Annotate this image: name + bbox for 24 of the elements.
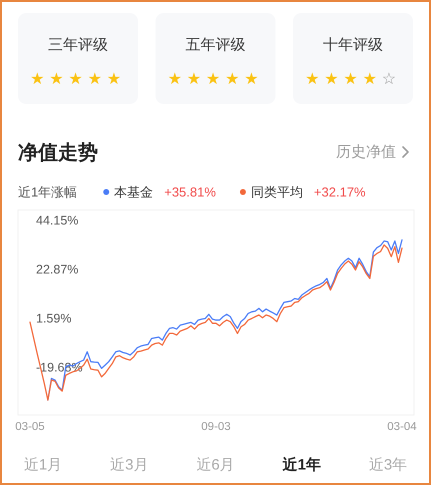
text: ★★★★☆ xyxy=(305,68,401,88)
category-label: 近1年 xyxy=(282,456,321,474)
category-label: 近3年 xyxy=(368,456,408,474)
text: +35.81% xyxy=(164,184,216,200)
legend-label: 本基金 xyxy=(114,184,154,200)
legend-title: 近1年涨幅 xyxy=(18,184,78,200)
y-tick-label: 44.15% xyxy=(36,214,78,228)
x-tick-label: 03-04 xyxy=(387,421,418,433)
category-label: 近1月 xyxy=(24,456,62,474)
legend-label: 同类平均 xyxy=(250,184,303,200)
x-tick-label: 03-05 xyxy=(15,421,45,433)
category-label: 近3月 xyxy=(110,456,148,474)
text: +32.17% xyxy=(314,184,366,200)
category-label: 近6月 xyxy=(196,456,235,474)
text: ★★★★★ xyxy=(168,68,264,88)
y-tick-label: 1.59% xyxy=(36,312,72,326)
category-label: 十年评级 xyxy=(323,36,383,54)
category-label: 三年评级 xyxy=(48,36,108,54)
category-label: 五年评级 xyxy=(186,36,246,54)
y-tick-label: 22.87% xyxy=(36,262,78,277)
chart-title: 净值走势 xyxy=(18,142,98,164)
text: ★★★★★ xyxy=(30,68,126,88)
x-tick-label: 09-03 xyxy=(201,421,231,433)
text: 历史净值 xyxy=(336,144,396,160)
